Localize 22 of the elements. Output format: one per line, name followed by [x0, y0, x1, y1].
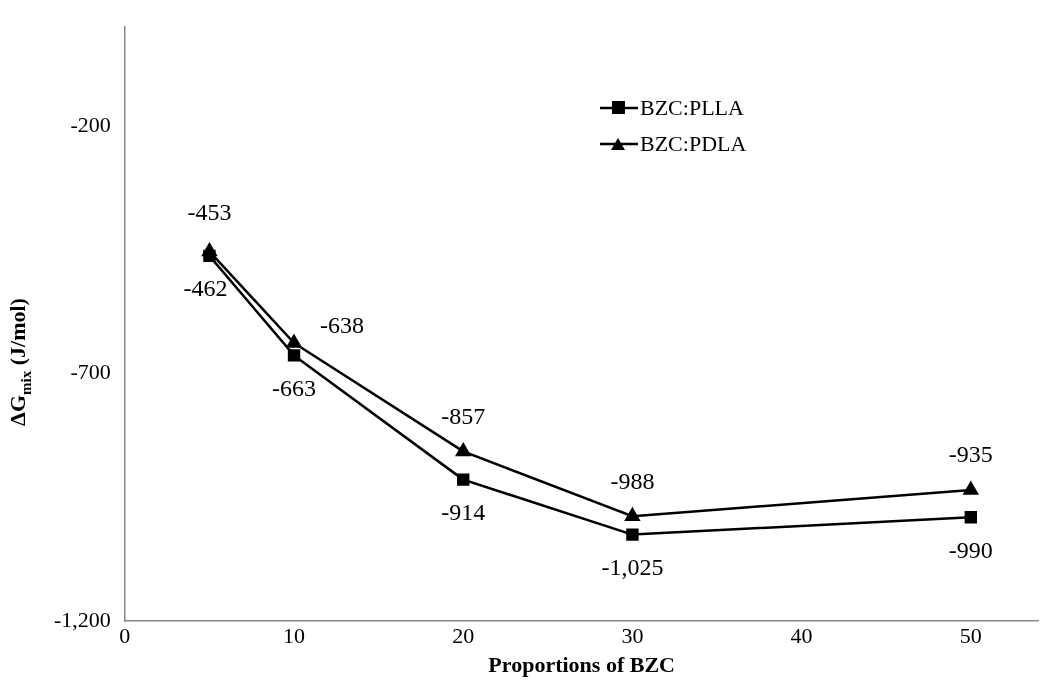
x-tick-label: 10: [283, 623, 306, 649]
data-label: -935: [948, 441, 993, 468]
y-tick-label: -700: [70, 359, 111, 385]
data-label: -453: [187, 198, 232, 225]
x-axis-title: Proportions of BZC: [488, 652, 675, 678]
data-label: -462: [183, 275, 228, 302]
y-tick-label: -200: [70, 111, 111, 137]
data-label: -857: [441, 402, 486, 429]
legend-label: BZC:PLLA: [640, 95, 744, 121]
data-label: -638: [320, 312, 365, 339]
data-label: -1,025: [601, 553, 664, 580]
x-tick-label: 20: [452, 623, 475, 649]
data-label: -663: [272, 374, 317, 401]
x-tick-label: 50: [959, 623, 982, 649]
x-tick-label: 30: [621, 623, 644, 649]
data-label: -988: [610, 467, 655, 494]
y-tick-label: -1,200: [54, 606, 111, 632]
data-label: -990: [948, 536, 993, 563]
data-label: -914: [441, 498, 486, 525]
legend-label: BZC:PDLA: [640, 131, 747, 157]
x-tick-label: 40: [790, 623, 813, 649]
x-tick-label: 0: [119, 623, 131, 649]
